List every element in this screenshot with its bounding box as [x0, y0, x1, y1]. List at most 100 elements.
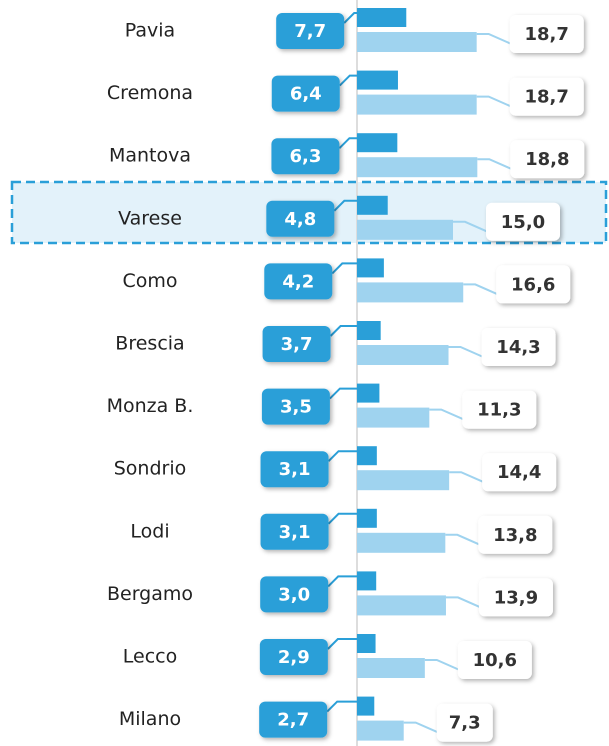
- bar: [357, 634, 376, 653]
- bar: [357, 70, 398, 90]
- value-label-box: [486, 202, 560, 241]
- callout-line: [424, 659, 463, 672]
- category-label: Varese: [118, 207, 182, 229]
- callout-line: [343, 12, 357, 24]
- callout-line: [477, 158, 515, 172]
- category-label: Lecco: [123, 646, 177, 668]
- value-label: 3,0: [278, 584, 310, 605]
- value-label: 13,8: [493, 525, 537, 546]
- callout-line: [476, 33, 515, 46]
- bar: [357, 508, 377, 528]
- value-label: 2,9: [278, 647, 310, 668]
- value-label-box: [482, 453, 557, 492]
- bar: [357, 696, 375, 716]
- callout-line: [339, 74, 357, 87]
- callout-line: [449, 471, 487, 485]
- value-label: 4,2: [282, 271, 314, 292]
- value-label-box: [271, 138, 340, 175]
- value-label-box: [462, 390, 537, 429]
- callout-line: [476, 95, 515, 109]
- bar: [357, 345, 449, 365]
- value-label-box: [509, 15, 584, 53]
- bar: [357, 258, 384, 278]
- bar: [357, 133, 398, 153]
- value-label-box: [271, 75, 340, 112]
- value-label-box: [478, 515, 553, 554]
- value-label: 7,3: [449, 713, 481, 734]
- value-label: 14,4: [497, 462, 541, 483]
- callout-line: [333, 199, 357, 212]
- bar: [357, 321, 381, 340]
- value-label: 18,7: [524, 24, 568, 45]
- value-label: 6,4: [290, 84, 322, 105]
- value-label: 18,8: [525, 149, 569, 170]
- value-label-box: [266, 200, 335, 237]
- category-label: Como: [122, 270, 177, 292]
- category-label: Lodi: [130, 520, 169, 542]
- value-label: 4,8: [284, 209, 316, 230]
- value-label: 3,5: [280, 397, 312, 418]
- value-label: 10,6: [473, 650, 517, 671]
- value-label-box: [260, 451, 329, 488]
- callout-line: [329, 325, 357, 337]
- callout-line: [429, 408, 467, 422]
- category-label: Milano: [119, 708, 181, 730]
- callout-line: [445, 533, 483, 547]
- value-label-box: [259, 639, 328, 675]
- bar: [357, 446, 377, 466]
- value-label-box: [478, 578, 553, 617]
- value-label: 11,3: [477, 400, 521, 421]
- callout-line: [327, 575, 357, 588]
- category-label: Bergamo: [107, 583, 193, 605]
- callout-line: [331, 262, 357, 275]
- value-label: 7,7: [294, 21, 326, 42]
- value-label: 16,6: [511, 274, 555, 295]
- callout-line: [326, 700, 357, 713]
- value-label-box: [436, 703, 493, 742]
- value-label: 3,1: [279, 522, 311, 543]
- value-label: 3,7: [281, 334, 313, 355]
- bar: [357, 157, 478, 178]
- value-label: 3,1: [279, 459, 311, 480]
- value-label: 6,3: [289, 146, 321, 167]
- callout-line: [329, 387, 357, 400]
- value-label-box: [259, 701, 328, 738]
- value-label-box: [264, 263, 333, 300]
- value-label-box: [262, 326, 331, 362]
- bar: [357, 8, 407, 27]
- value-label-box: [276, 13, 345, 49]
- category-label: Mantova: [109, 145, 191, 167]
- bar: [357, 658, 425, 678]
- category-label: Monza B.: [107, 395, 194, 417]
- bar: [357, 470, 450, 491]
- callout-line: [448, 346, 486, 359]
- category-label: Brescia: [115, 333, 184, 355]
- value-label-box: [509, 77, 584, 116]
- value-label-box: [457, 641, 532, 679]
- value-label: 15,0: [501, 212, 545, 233]
- callout-line: [463, 283, 501, 297]
- callout-line: [327, 638, 357, 650]
- value-label: 18,7: [524, 87, 568, 108]
- callout-line: [445, 596, 484, 610]
- bar: [357, 595, 446, 616]
- bar: [357, 195, 388, 215]
- callout-line: [327, 512, 357, 525]
- value-label: 13,9: [494, 587, 538, 608]
- bar: [357, 32, 477, 52]
- value-label: 2,7: [277, 710, 309, 731]
- callout-line: [403, 721, 442, 735]
- value-label-box: [481, 328, 556, 366]
- value-label-box: [510, 140, 585, 179]
- value-label-box: [260, 576, 329, 613]
- callout-line: [453, 220, 491, 234]
- value-label: 14,3: [496, 337, 540, 358]
- bar: [357, 720, 404, 741]
- bar: [357, 94, 477, 115]
- category-label: Pavia: [125, 20, 175, 42]
- bar: [357, 571, 377, 591]
- callout-line: [338, 137, 357, 149]
- category-label: Cremona: [107, 82, 193, 104]
- bar: [357, 282, 464, 303]
